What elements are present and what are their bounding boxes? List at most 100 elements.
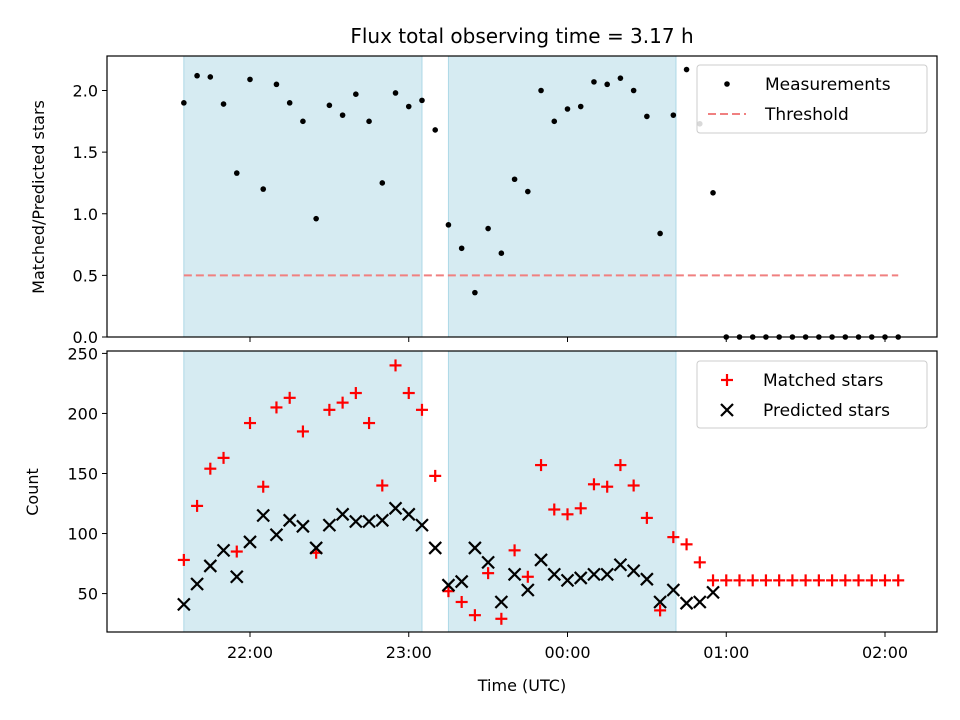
measurement-point [538,87,544,94]
measurement-point [644,113,650,120]
measurement-point [379,180,386,186]
x-tick-label: 23:00 [386,643,432,662]
x-tick-label: 22:00 [227,643,273,662]
measurement-point [472,289,478,296]
y-tick-label: 0.5 [73,266,98,285]
predicted-star-point [415,518,429,532]
measurement-point [339,112,346,118]
bottom-y-ticks: 50 100 150 200 250 [67,344,107,604]
top-panel: 0.00.51.01.52.0 Matched/Predicted stars … [29,55,938,347]
matched-star-point [892,574,905,587]
measurement-point [194,72,200,79]
shaded-interval-1 [183,56,422,337]
matched-star-point [455,595,468,608]
bottom-shaded-regions [183,351,677,632]
measurement-point [326,102,333,109]
shaded-interval-2 [448,56,676,337]
legend-matched-marker [721,374,733,386]
bottom-axes-frame [106,350,938,633]
matched-star-point [548,503,561,516]
matched-star-point [508,544,521,557]
predicted-star-point [229,569,244,584]
y-tick-label: 1.5 [73,143,98,162]
matched-star-point [376,479,389,492]
measurement-point [233,170,240,176]
measurement-point [710,190,716,196]
matched-star-point [627,479,640,492]
measurement-point [485,225,491,232]
measurement-point [670,112,677,118]
matched-star-point [680,538,693,551]
measurement-point [577,103,584,110]
top-axes-frame [106,55,938,338]
predicted-star-point [640,572,654,586]
matched-star-point [349,387,362,400]
predicted-star-point [441,578,456,592]
y-tick-label: 100 [67,525,98,544]
top-y-axis-label: Matched/Predicted stars [29,100,48,294]
legend-predicted-label: Predicted stars [763,401,890,421]
top-y-ticks: 0.0 0.5 1.0 1.5 2.0 [73,82,107,347]
predicted-star-point [388,501,403,516]
shaded-interval-2 [448,351,676,632]
matched-star-point [230,545,243,558]
predicted-star-point [454,574,469,589]
matched-star-point [429,469,442,482]
matched-star-point [759,574,772,587]
predicted-star-point [322,518,337,532]
predicted-star-point [190,577,204,591]
top-legend-box [696,64,928,134]
measurement-point [591,79,597,85]
matched-star-point [587,478,600,491]
predicted-star-point [375,513,390,528]
predicted-star-point [706,585,720,600]
measurement-point [405,103,412,110]
measurement-point [445,222,452,228]
predicted-star-point [428,541,442,555]
matched-star-point [283,391,296,404]
matched-star-point [402,387,415,400]
matched-star-point [495,612,508,625]
measurement-point [353,91,359,98]
legend-predicted-marker [720,403,734,417]
legend-measurements-label: Measurements [765,75,891,95]
matched-star-point [693,556,706,569]
x-tick-label: 01:00 [703,643,749,662]
measurement-point [181,100,187,106]
y-tick-label: 1.0 [73,205,98,224]
bottom-legend-box [696,360,928,429]
predicted-star-point [600,567,614,582]
matched-star-point [204,462,217,475]
matched-star-point [191,499,204,512]
bottom-x-ticks: 22:00 23:00 00:00 01:00 02:00 [227,632,908,662]
matched-star-point [812,574,825,587]
predicted-star-point [587,567,601,582]
matched-star-point [865,574,878,587]
measurement-point [286,100,293,106]
chart-title: Flux total observing time = 3.17 h [350,24,693,48]
matched-star-point [363,417,376,430]
measurement-point [604,81,610,88]
predicted-star-point [573,571,588,585]
predicted-star-point [560,573,575,588]
matched-star-point [826,574,839,587]
predicted-star-point [269,527,284,542]
predicted-star-point [203,559,218,573]
matched-star-point [177,553,190,566]
predicted-star-point [693,595,707,609]
matched-star-point [773,574,786,587]
matched-star-point [720,574,733,587]
predicted-star-point [626,563,641,578]
y-tick-label: 50 [78,585,98,604]
legend-matched-label: Matched stars [763,371,883,391]
bottom-plot-data [177,359,905,625]
predicted-star-point [481,555,495,570]
matched-star-point [442,585,455,598]
predicted-star-point [216,543,231,558]
measurement-point [458,245,465,252]
matched-star-point [521,570,534,583]
predicted-star-point [296,519,310,534]
bottom-panel: 50 100 150 200 250 22:00 23:00 00:00 01:00 02:00… [23,344,938,695]
matched-star-point [667,531,680,544]
matched-star-point [257,480,270,493]
